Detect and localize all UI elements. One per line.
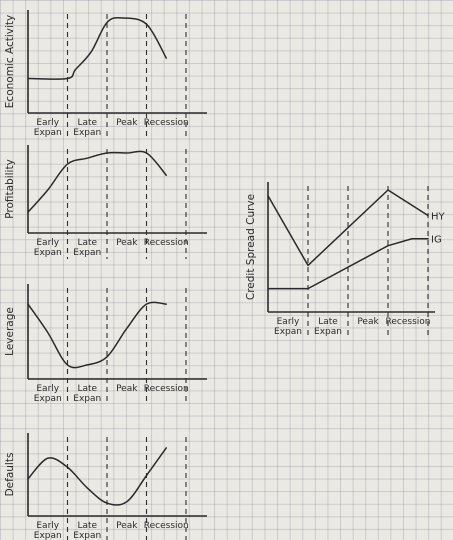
series-tag: IG	[431, 235, 442, 246]
series-line-ig	[267, 237, 429, 290]
y-axis-label: Defaults	[4, 453, 16, 497]
phase-label: Recession	[144, 238, 189, 248]
y-axis-label: Leverage	[4, 307, 16, 356]
phase-label: Early Expan	[34, 384, 62, 404]
phase-label: Recession	[386, 317, 431, 327]
series-line-profitability	[27, 150, 167, 213]
series-tag: HY	[431, 212, 446, 223]
phase-label: Late Expan	[73, 384, 101, 404]
y-axis-label: Credit Spread Curve	[245, 194, 257, 300]
phase-label: Recession	[144, 521, 189, 531]
phase-label: Early Expan	[34, 521, 62, 540]
panel-defaults: Defaults Early Expan Late Expan Peak Recession	[4, 433, 207, 540]
y-axis-label: Economic Activity	[4, 15, 16, 108]
series-line-defaults	[27, 447, 167, 506]
phase-label: Recession	[144, 118, 189, 128]
phase-label: Peak	[116, 521, 138, 531]
phase-label: Late Expan	[73, 521, 101, 540]
panel-economic-activity: Economic Activity Early Expan Late Expan Peak…	[4, 10, 207, 139]
phase-label: Peak	[116, 238, 138, 248]
phase-label: Late Expan	[314, 317, 342, 337]
panel-leverage: Leverage Early Expan Late Expan Peak Recession	[4, 284, 207, 405]
panel-credit-spread-curve: Credit Spread Curve Early Expan Late Expan Pe…	[245, 182, 446, 338]
phase-label: Late Expan	[73, 238, 101, 258]
phase-label: Early Expan	[34, 118, 62, 138]
phase-label: Recession	[144, 384, 189, 394]
phase-label: Peak	[116, 118, 138, 128]
panel-profitability: Profitability Early Expan Late Expan Peak Rece…	[4, 145, 207, 259]
phase-label: Peak	[116, 384, 138, 394]
series-line-hy	[267, 189, 429, 267]
phase-label: Early Expan	[34, 238, 62, 258]
y-axis-label: Profitability	[4, 159, 16, 219]
series-line-economic-activity	[27, 17, 167, 80]
phase-label: Late Expan	[73, 118, 101, 138]
phase-label: Peak	[357, 317, 379, 327]
series-line-leverage	[27, 301, 167, 369]
phase-label: Early Expan	[274, 317, 302, 337]
